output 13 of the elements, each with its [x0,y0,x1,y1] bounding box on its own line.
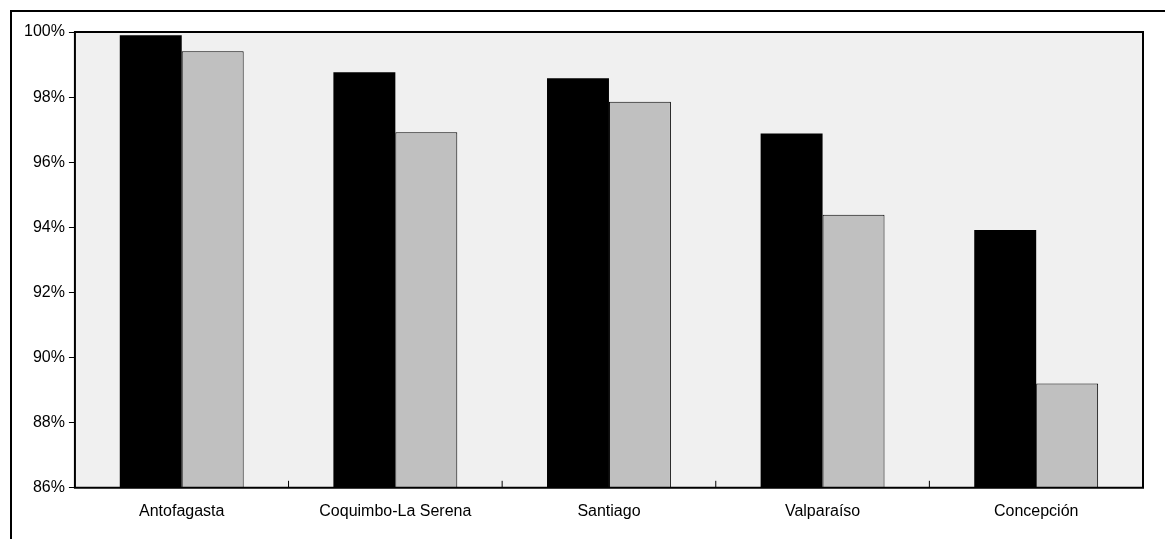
y-tick-label: 92% [32,282,65,300]
x-tick-label: Concepción [993,501,1079,519]
y-tick-label: 94% [32,217,65,235]
x-tick-label: Valparaíso [784,501,861,519]
x-tick-label: Santiago [577,501,641,519]
y-tick-label: 98% [32,87,65,105]
y-tick-label: 90% [32,347,65,365]
y-tick-label: 96% [32,152,65,170]
y-tick-label: 86% [32,478,65,496]
x-tick-label: Coquimbo-La Serena [319,501,472,519]
y-tick-label: 88% [32,413,65,431]
y-tick-label: 100% [24,22,65,40]
x-tick-label: Antofagasta [139,501,225,519]
